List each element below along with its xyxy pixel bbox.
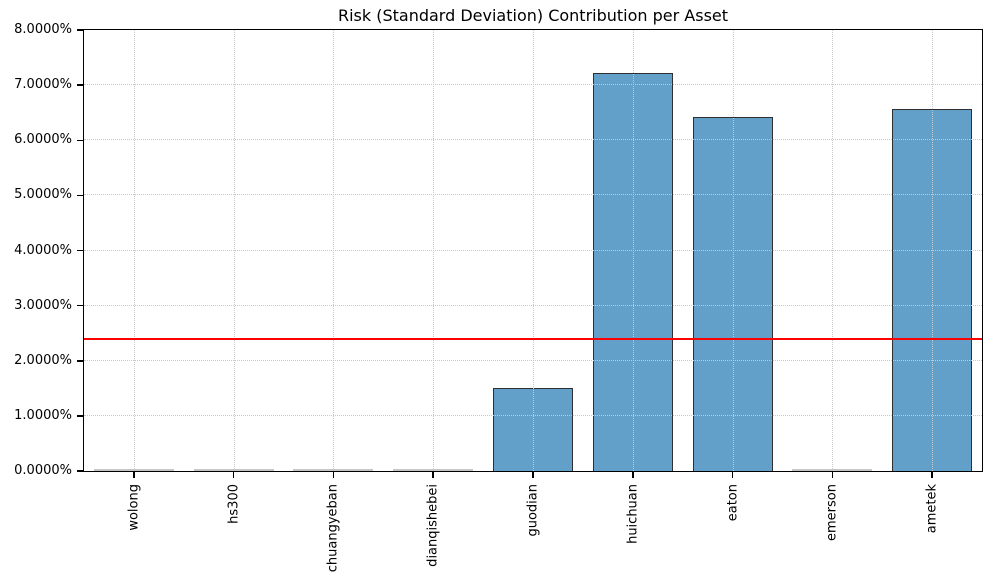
y-tick — [77, 249, 83, 252]
x-tick-label-wolong: wolong — [126, 484, 142, 531]
y-tick-label: 2.0000% — [14, 352, 72, 368]
y-tick — [77, 139, 83, 141]
y-tick — [77, 415, 83, 417]
reference-line — [84, 337, 982, 340]
y-tick — [77, 194, 83, 197]
y-tick — [77, 470, 83, 472]
y-tick — [77, 304, 83, 307]
y-tick-label: 5.0000% — [14, 187, 72, 203]
y-tick-label: 4.0000% — [14, 242, 72, 258]
x-tick — [931, 472, 933, 478]
y-tick-label: 0.0000% — [14, 463, 72, 478]
x-tick — [632, 472, 634, 478]
vertical-gridline — [533, 30, 534, 471]
vertical-gridline — [932, 30, 934, 471]
x-tick-label-guodian: guodian — [525, 484, 541, 537]
vertical-gridline — [133, 30, 135, 471]
x-tick-label-huichuan: huichuan — [625, 484, 641, 544]
y-tick — [77, 29, 83, 31]
x-tick-label-chuangyeban: chuangyeban — [325, 484, 341, 573]
vertical-gridline — [433, 30, 435, 471]
x-tick — [133, 472, 135, 478]
x-tick-label-dianqishebei: dianqishebei — [425, 484, 441, 567]
vertical-gridline — [333, 30, 335, 471]
vertical-gridline — [233, 30, 235, 471]
y-tick-label: 6.0000% — [14, 132, 72, 148]
y-tick — [77, 84, 83, 86]
x-tick-label-hs300: hs300 — [226, 484, 242, 524]
x-tick — [432, 472, 434, 478]
x-tick-label-eaton: eaton — [725, 484, 741, 522]
chart-title: Risk (Standard Deviation) Contribution p… — [337, 6, 729, 25]
vertical-gridline — [832, 30, 834, 471]
y-tick-label: 1.0000% — [14, 407, 72, 423]
vertical-gridline — [732, 30, 734, 471]
x-tick-label-emerson: emerson — [824, 484, 840, 541]
x-tick — [232, 472, 235, 478]
x-tick-label-ametek: ametek — [924, 484, 940, 534]
y-tick-label: 3.0000% — [14, 297, 72, 313]
x-tick — [332, 472, 335, 478]
x-tick — [831, 472, 834, 478]
vertical-gridline — [632, 30, 634, 471]
x-tick — [532, 472, 534, 478]
y-tick-label: 7.0000% — [14, 77, 72, 93]
y-tick-label: 8.0000% — [14, 22, 72, 37]
plot-area — [83, 29, 983, 472]
y-tick — [77, 360, 83, 362]
x-tick — [731, 472, 734, 478]
